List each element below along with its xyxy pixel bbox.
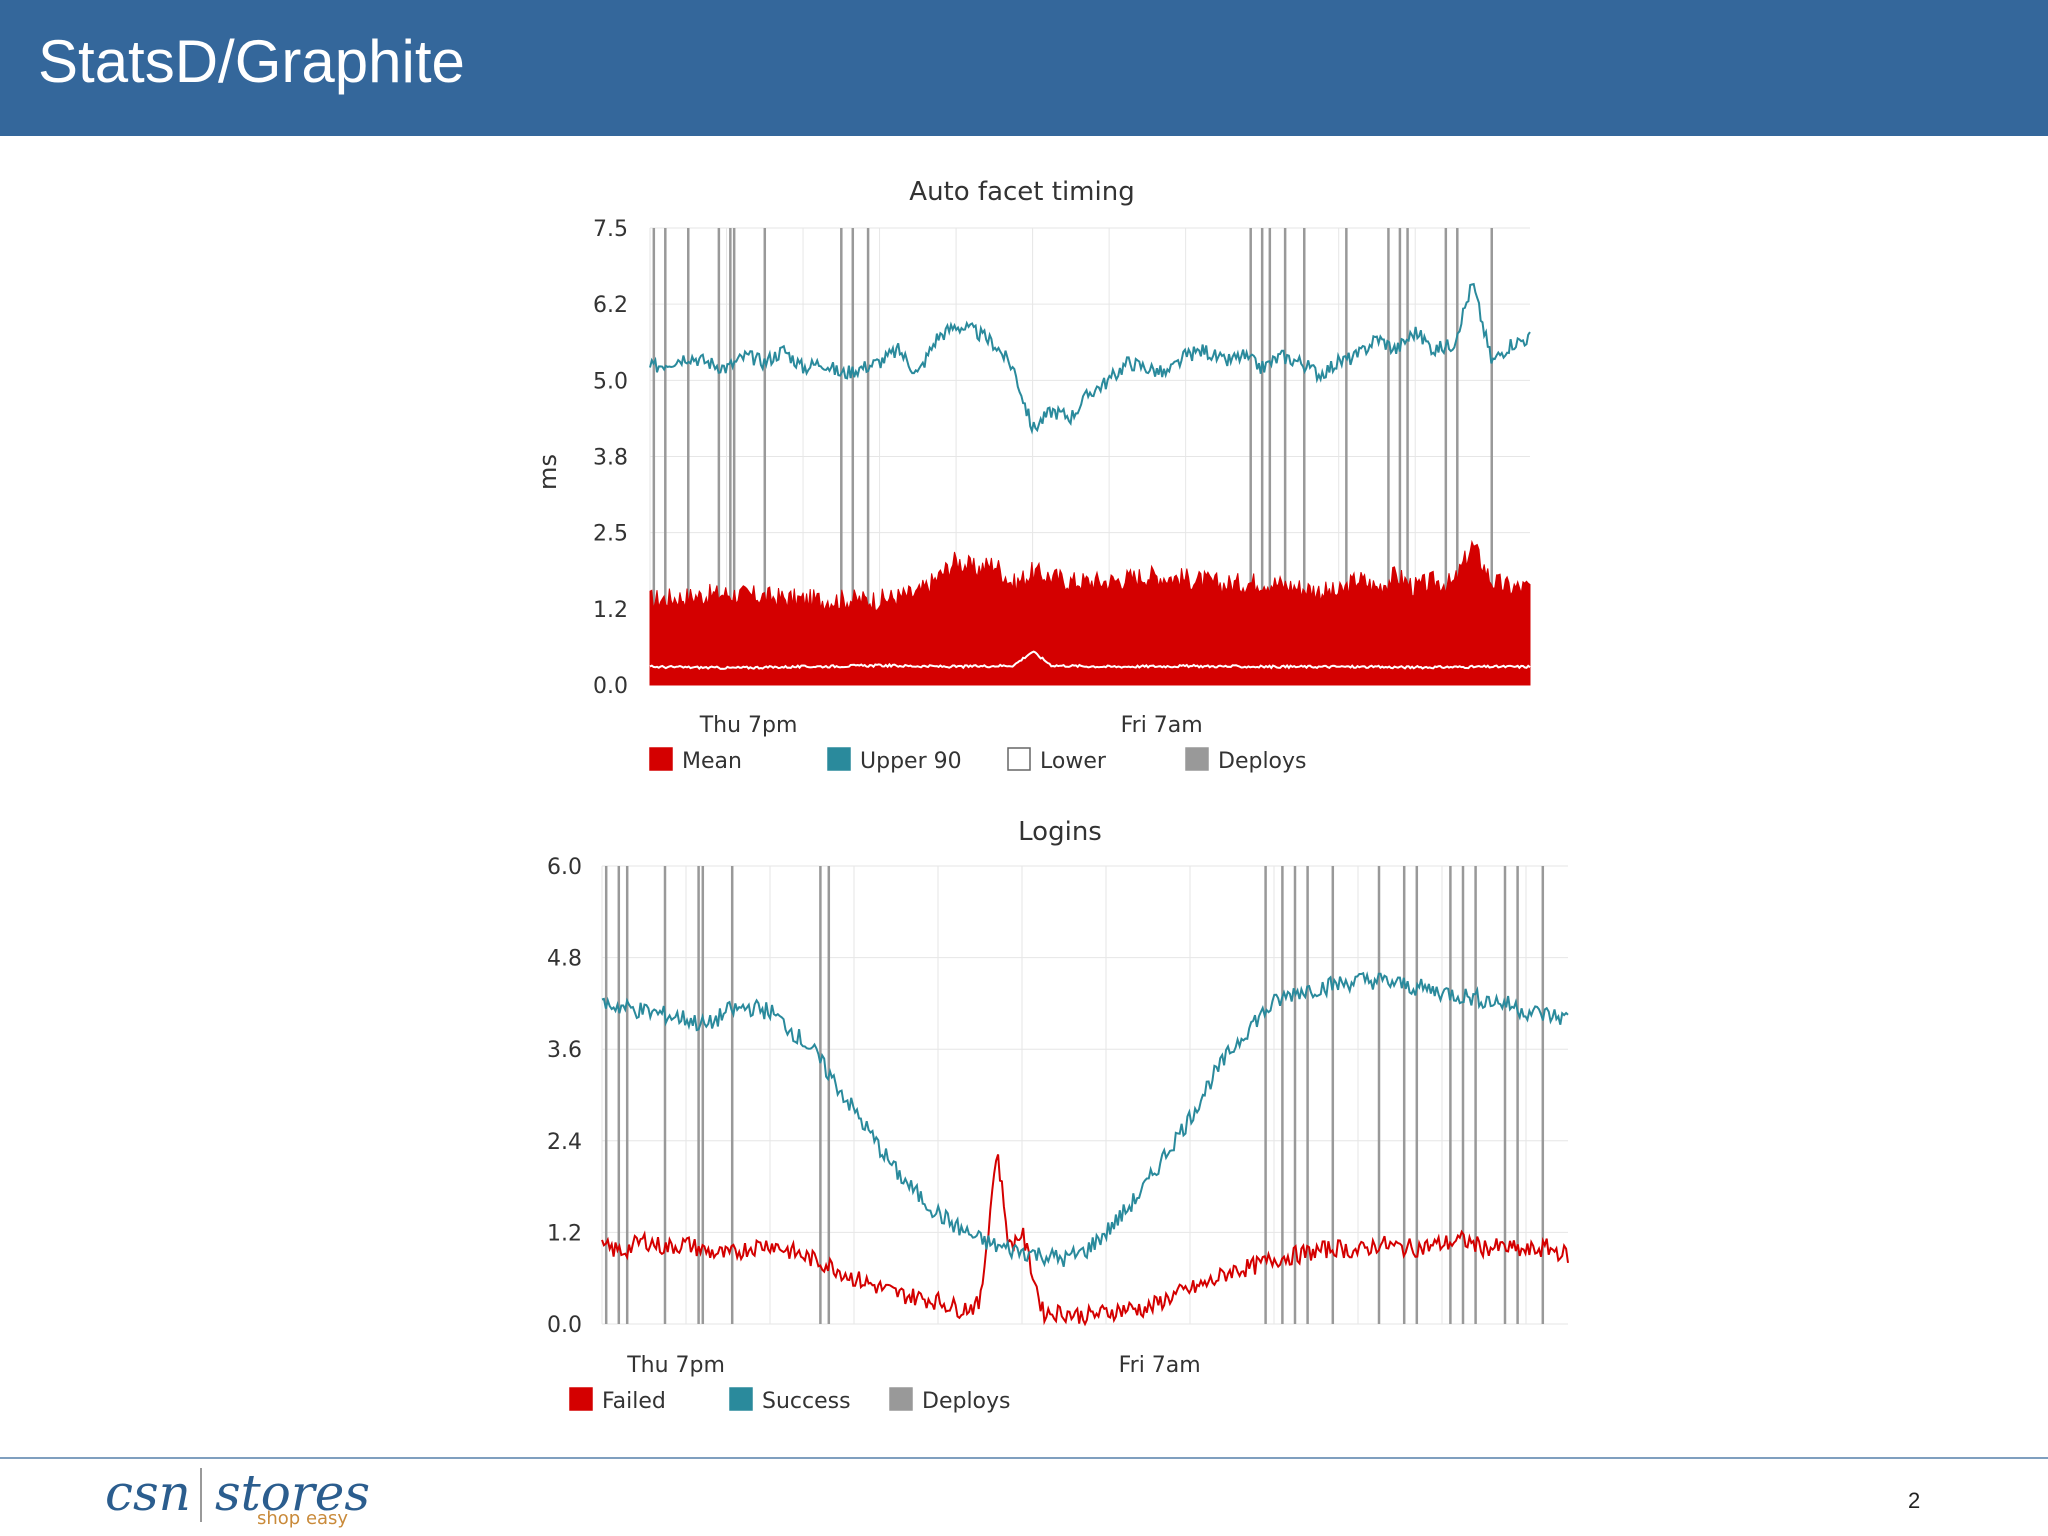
y-tick-label: 1.2 (547, 1221, 582, 1246)
company-logo: csn stores shop easy (105, 1458, 370, 1536)
x-tick-label: Thu 7pm (626, 1353, 725, 1378)
chart-title: Auto facet timing (909, 177, 1134, 207)
plot-area (601, 866, 1569, 1327)
legend-label: Deploys (1218, 749, 1307, 774)
y-tick-label: 6.0 (547, 855, 582, 880)
legend: Mean Upper 90 Lower Deploys (649, 747, 1307, 774)
series-line-success (601, 971, 1569, 1268)
legend-label: Upper 90 (860, 749, 962, 774)
logo-csn-text: csn (105, 1464, 191, 1522)
series-line-failed (601, 1154, 1569, 1327)
y-tick-label: 5.0 (593, 369, 628, 394)
y-tick-label: 6.2 (593, 293, 628, 318)
legend-swatch (827, 747, 851, 771)
plot-area (649, 228, 1531, 686)
legend: Failed Success Deploys (569, 1387, 1011, 1414)
legend-swatch (649, 747, 673, 771)
y-tick-label: 2.5 (593, 522, 628, 547)
chart-auto-facet-timing: Auto facet timing ms 7.5 6.2 5.0 3.8 2.5 1.2 0… (534, 177, 1531, 774)
legend-label: Failed (602, 1389, 666, 1414)
y-tick-label: 0.0 (547, 1313, 582, 1338)
y-tick-label: 2.4 (547, 1130, 582, 1155)
charts-canvas: Auto facet timing ms 7.5 6.2 5.0 3.8 2.5 1.2 0… (534, 177, 1569, 1414)
legend-swatch (729, 1387, 753, 1411)
chart-logins: Logins 6.0 4.8 3.6 2.4 1.2 0.0 Thu 7pm Fri 7am… (547, 817, 1569, 1414)
y-tick-label: 0.0 (593, 674, 628, 699)
series-line-lower (649, 650, 1531, 671)
slide-header: StatsD/Graphite (0, 0, 2048, 136)
y-tick-labels: 6.0 4.8 3.6 2.4 1.2 0.0 (547, 855, 582, 1338)
y-tick-label: 3.8 (593, 446, 628, 471)
legend-swatch (1007, 747, 1031, 771)
footer-divider (0, 1457, 2048, 1459)
y-tick-label: 1.2 (593, 598, 628, 623)
legend-label: Deploys (922, 1389, 1011, 1414)
x-tick-labels: Thu 7pm Fri 7am (699, 713, 1203, 738)
legend-swatch (1185, 747, 1209, 771)
series-area-mean (649, 539, 1531, 686)
y-tick-labels: 7.5 6.2 5.0 3.8 2.5 1.2 0.0 (593, 217, 628, 699)
y-tick-label: 7.5 (593, 217, 628, 242)
legend-swatch (569, 1387, 593, 1411)
gridlines (601, 865, 1568, 1325)
legend-swatch (889, 1387, 913, 1411)
x-tick-label: Fri 7am (1119, 1353, 1201, 1378)
y-tick-label: 3.6 (547, 1038, 582, 1063)
series-line-upper-90 (649, 282, 1531, 435)
logo-tagline: shop easy (257, 1508, 349, 1529)
chart-title: Logins (1018, 817, 1102, 847)
y-axis-label: ms (534, 454, 562, 490)
x-tick-label: Thu 7pm (699, 713, 798, 738)
page-number: 2 (1908, 1488, 1921, 1513)
legend-label: Success (762, 1389, 851, 1414)
legend-label: Lower (1040, 749, 1107, 774)
slide-title: StatsD/Graphite (38, 28, 465, 95)
logo-stores-text: stores (215, 1464, 371, 1522)
y-tick-label: 4.8 (547, 947, 582, 972)
x-tick-label: Fri 7am (1121, 713, 1203, 738)
legend-label: Mean (682, 749, 742, 774)
logo-separator (200, 1468, 202, 1522)
x-tick-labels: Thu 7pm Fri 7am (626, 1353, 1201, 1378)
